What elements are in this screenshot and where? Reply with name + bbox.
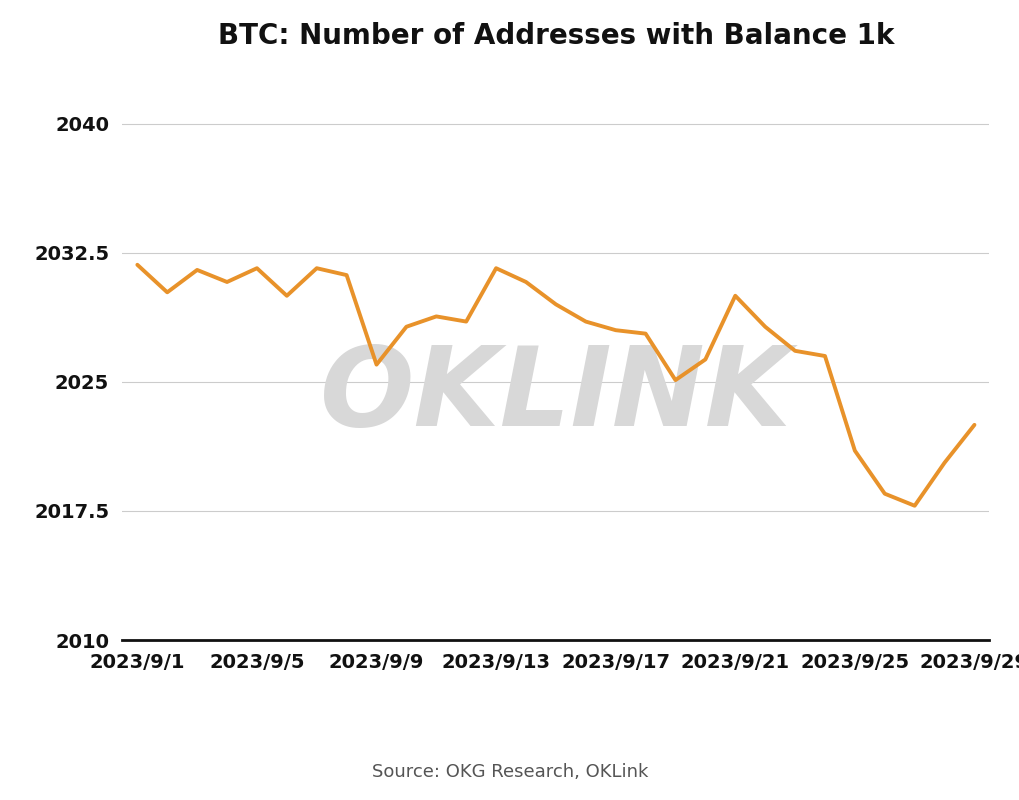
Title: BTC: Number of Addresses with Balance 1k: BTC: Number of Addresses with Balance 1k [217,22,894,50]
Text: OKLINK: OKLINK [320,342,791,450]
Text: Source: OKG Research, OKLink: Source: OKG Research, OKLink [372,763,647,781]
